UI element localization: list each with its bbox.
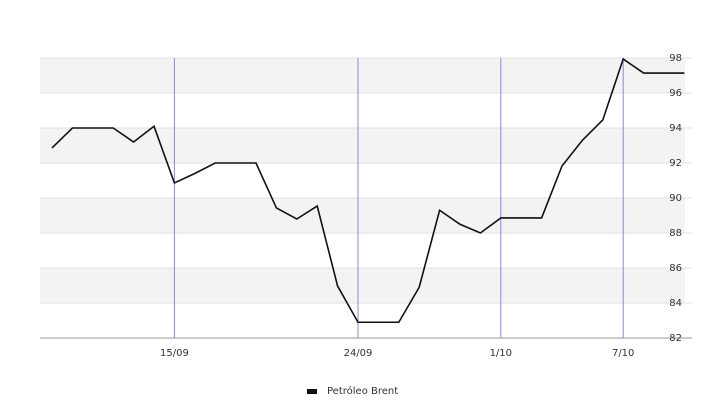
y-tick-label: 96 [669, 88, 682, 99]
legend-label: Petróleo Brent [327, 385, 398, 397]
y-tick-label: 86 [669, 263, 682, 274]
grid-band [40, 198, 685, 233]
x-tick-label: 15/09 [160, 348, 189, 359]
y-tick-label: 92 [669, 158, 682, 169]
x-tick-label: 7/10 [612, 348, 634, 359]
x-tick-label: 24/09 [344, 348, 373, 359]
y-tick-label: 98 [669, 53, 682, 64]
bands [40, 58, 685, 303]
line [51, 57, 685, 324]
x-tick-label: 1/10 [490, 348, 512, 359]
y-tick-label: 90 [669, 193, 682, 204]
grid-band [40, 58, 685, 93]
y-tick-label: 88 [669, 228, 682, 239]
grid-band [40, 128, 685, 163]
grid-band [40, 268, 685, 303]
legend-swatch [307, 389, 317, 394]
y-tick-label: 84 [669, 298, 682, 309]
y-tick-label: 94 [669, 123, 682, 134]
y-tick-label: 82 [669, 333, 682, 344]
